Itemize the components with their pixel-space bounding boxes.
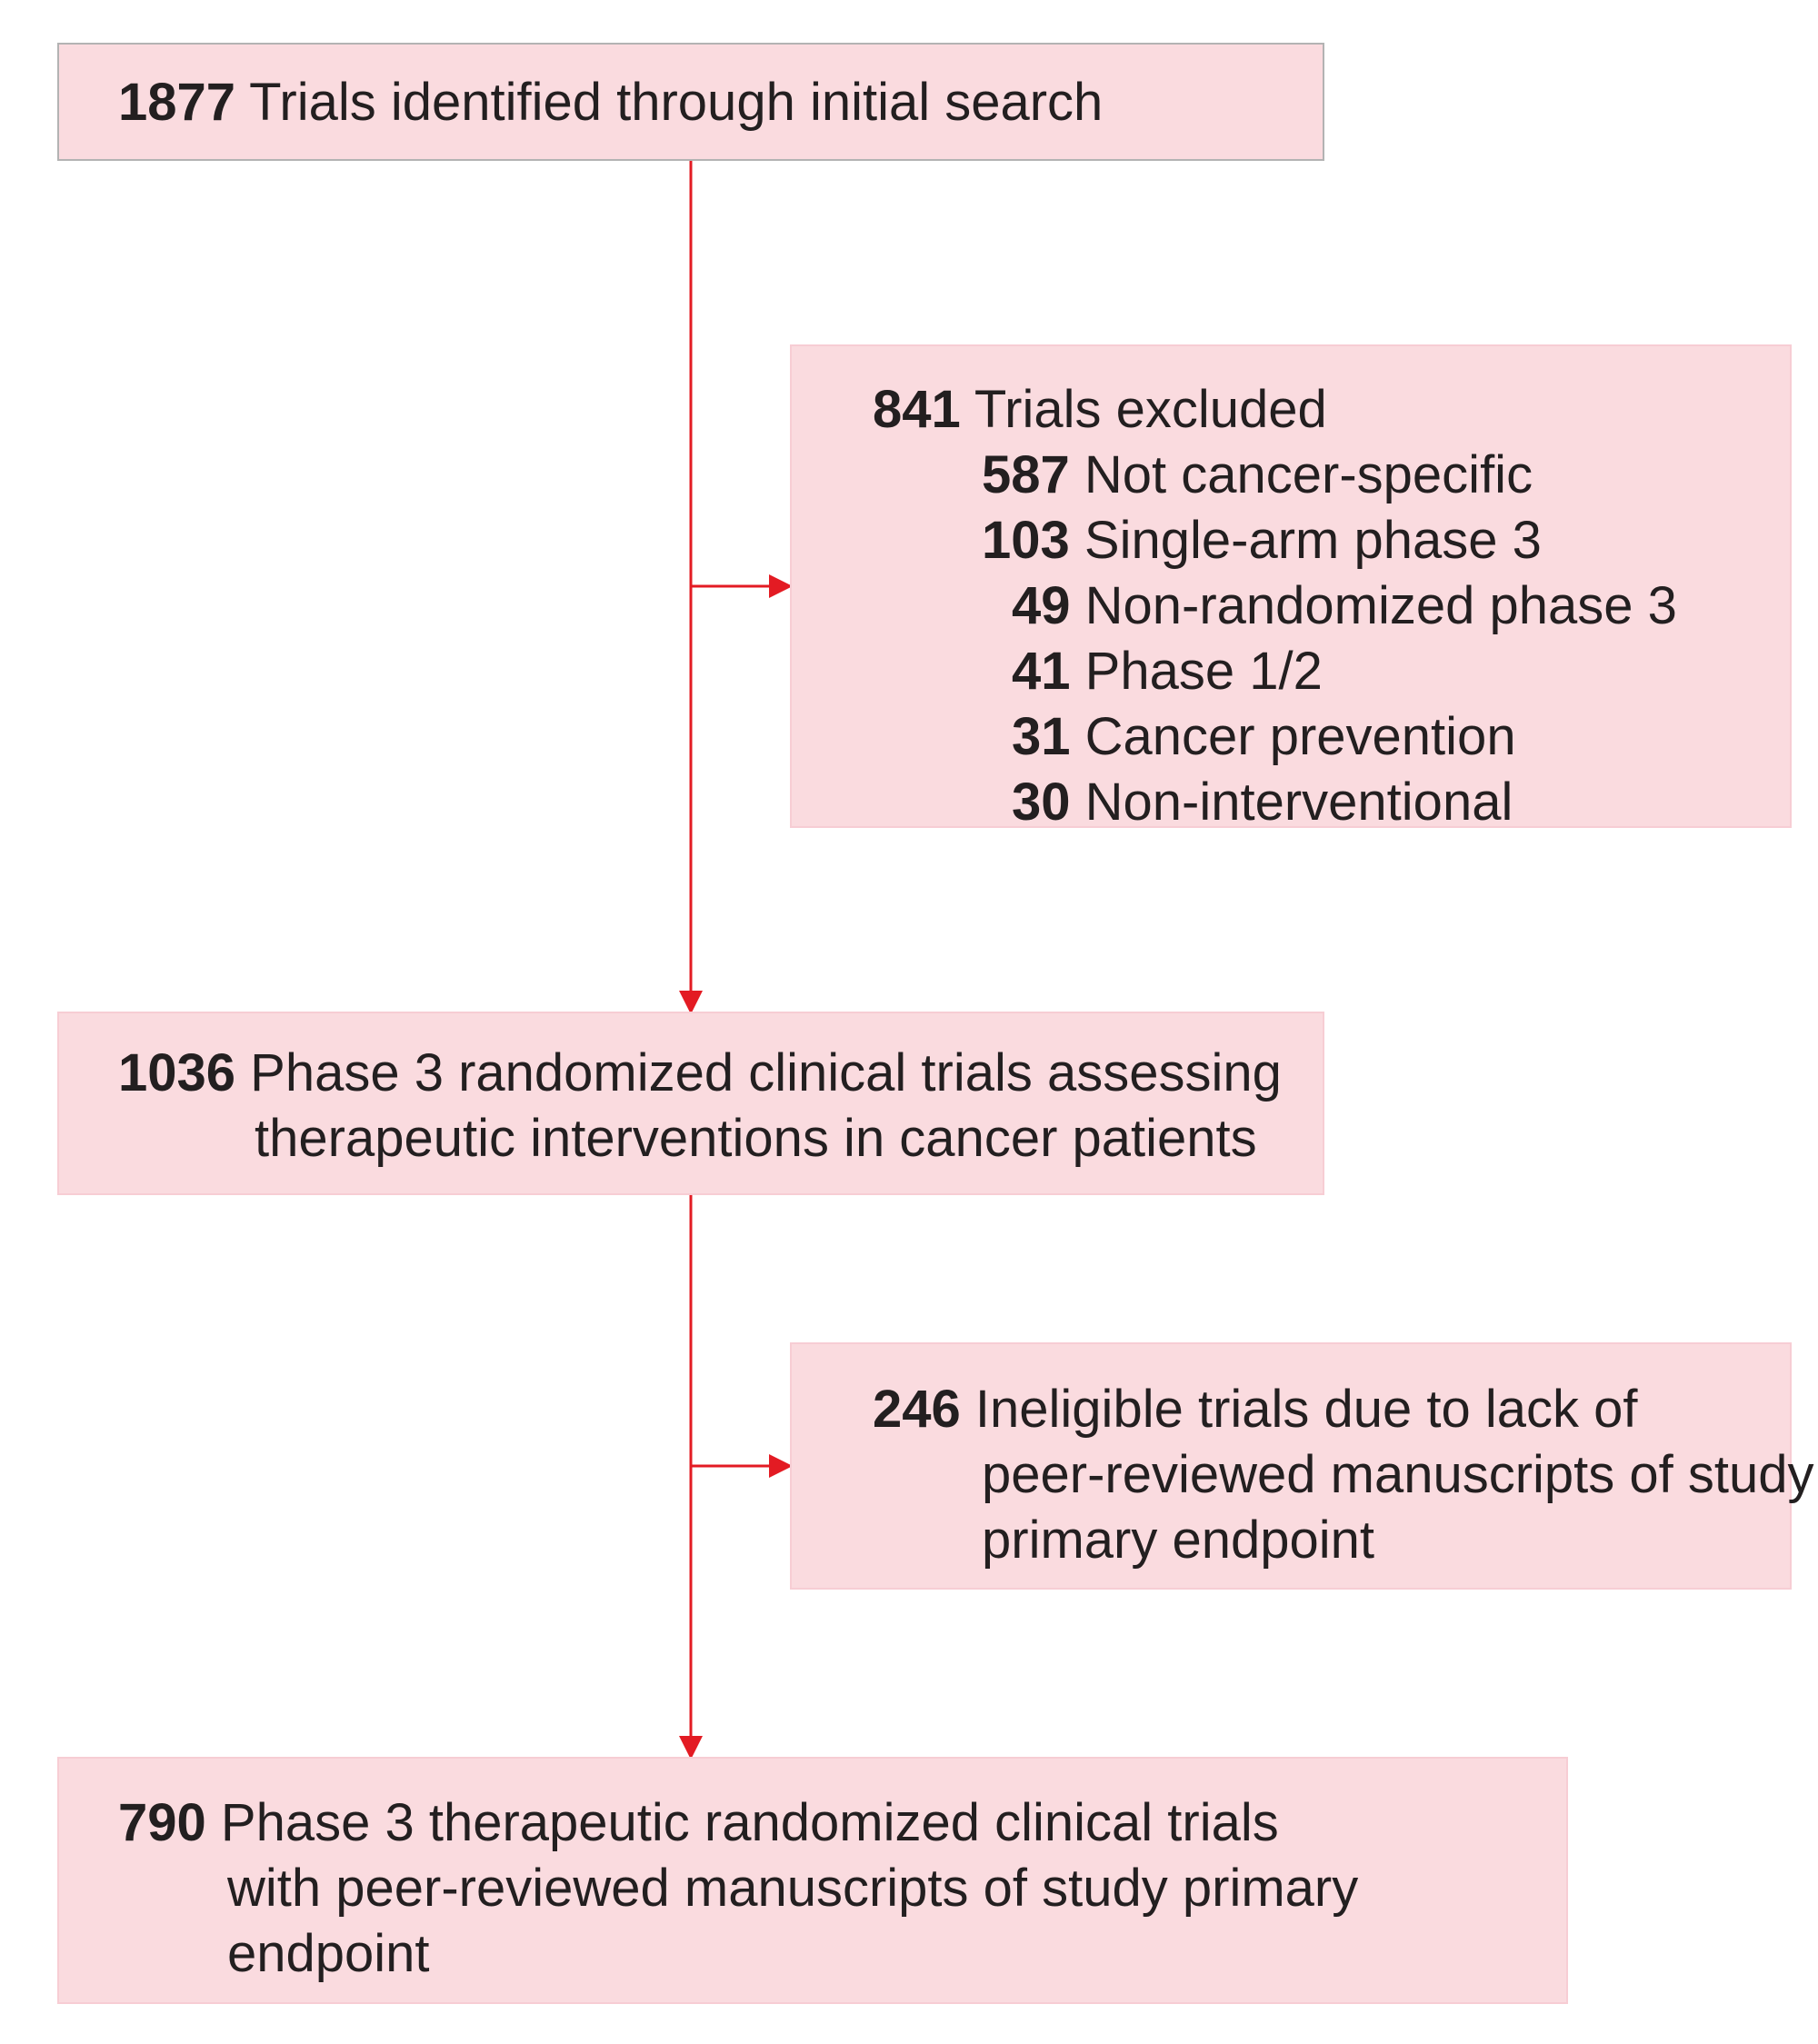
flow-box-text: 41 Phase 1/2	[1012, 642, 1323, 701]
flow-box-text: 49 Non-randomized phase 3	[1012, 576, 1677, 635]
flow-box-text: 30 Non-interventional	[1012, 773, 1513, 832]
flow-box-text: primary endpoint	[982, 1511, 1374, 1570]
flow-box-text: with peer-reviewed manuscripts of study …	[226, 1859, 1358, 1918]
flow-box-text: 1036 Phase 3 randomized clinical trials …	[118, 1043, 1282, 1102]
flow-box-text: 103 Single-arm phase 3	[982, 511, 1542, 570]
flow-box-text: 841 Trials excluded	[873, 380, 1327, 439]
flow-box-text: 790 Phase 3 therapeutic randomized clini…	[118, 1793, 1279, 1852]
flow-box-text: 1877 Trials identified through initial s…	[118, 73, 1103, 132]
flow-box-b4: 246 Ineligible trials due to lack of peer…	[791, 1343, 1814, 1589]
flow-box-text: 31 Cancer prevention	[1012, 707, 1516, 766]
flow-box-text: 587 Not cancer-specific	[982, 445, 1533, 504]
flow-box-b3: 1036 Phase 3 randomized clinical trials …	[58, 1012, 1324, 1194]
flow-box-text: endpoint	[227, 1924, 430, 1983]
flow-box-text: therapeutic interventions in cancer pati…	[255, 1109, 1257, 1168]
flow-box-b2: 841 Trials excluded 587 Not cancer-specif…	[791, 345, 1791, 832]
flow-box-b1: 1877 Trials identified through initial s…	[58, 44, 1324, 160]
flow-box-text: peer-reviewed manuscripts of study	[982, 1445, 1814, 1504]
flow-box-b5: 790 Phase 3 therapeutic randomized clini…	[58, 1758, 1567, 2003]
flow-box-text: 246 Ineligible trials due to lack of	[873, 1380, 1638, 1439]
